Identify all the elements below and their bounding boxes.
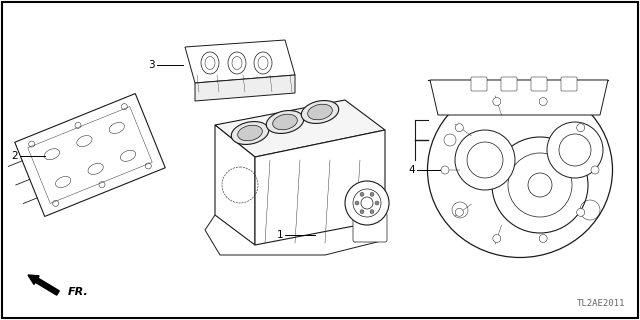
Ellipse shape [428,83,612,258]
Circle shape [577,124,585,132]
Circle shape [577,208,585,216]
Circle shape [492,137,588,233]
Circle shape [441,166,449,174]
Polygon shape [430,80,608,115]
Text: 4: 4 [408,165,415,175]
FancyArrow shape [28,275,60,295]
FancyBboxPatch shape [531,77,547,91]
Circle shape [370,192,374,196]
Ellipse shape [228,52,246,74]
Ellipse shape [237,125,262,141]
Polygon shape [185,40,295,83]
Circle shape [360,192,364,196]
Polygon shape [215,100,385,157]
Circle shape [370,210,374,214]
Circle shape [455,124,463,132]
Text: 1: 1 [276,230,283,240]
Polygon shape [195,75,295,101]
FancyBboxPatch shape [561,77,577,91]
Polygon shape [255,130,385,245]
Ellipse shape [254,52,272,74]
Ellipse shape [301,100,339,124]
Circle shape [493,98,501,106]
FancyBboxPatch shape [353,213,387,242]
Circle shape [355,201,359,205]
Text: TL2AE2011: TL2AE2011 [577,299,625,308]
Ellipse shape [231,122,269,144]
Polygon shape [215,125,255,245]
Text: 3: 3 [148,60,155,70]
Circle shape [360,210,364,214]
Text: FR.: FR. [68,287,89,297]
Ellipse shape [273,114,298,130]
Circle shape [539,235,547,243]
Circle shape [455,130,515,190]
Ellipse shape [201,52,219,74]
Circle shape [375,201,379,205]
FancyBboxPatch shape [420,75,620,110]
Circle shape [539,98,547,106]
Circle shape [455,208,463,216]
Polygon shape [15,93,165,216]
Ellipse shape [266,110,304,133]
Circle shape [345,181,389,225]
FancyBboxPatch shape [501,77,517,91]
Ellipse shape [308,104,332,120]
Circle shape [591,166,599,174]
Text: 2: 2 [12,151,18,161]
Circle shape [493,235,501,243]
FancyBboxPatch shape [471,77,487,91]
Circle shape [547,122,603,178]
